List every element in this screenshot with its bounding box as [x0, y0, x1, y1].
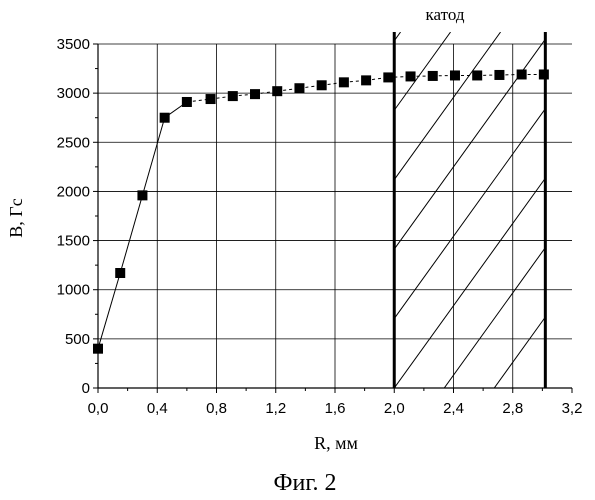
x-tick-label: 1,6 — [325, 400, 346, 417]
hatch-line — [544, 32, 595, 388]
x-axis-title: R, мм — [314, 433, 358, 453]
grid — [98, 44, 572, 388]
data-point — [115, 268, 125, 278]
x-tick-label: 2,4 — [443, 400, 464, 417]
data-point — [250, 89, 260, 99]
data-point — [539, 69, 549, 79]
data-point — [383, 72, 393, 82]
data-point — [494, 70, 504, 80]
hatch-line — [144, 32, 400, 388]
x-tick-label: 0,0 — [88, 400, 109, 417]
y-tick-label: 1000 — [57, 282, 90, 299]
data-point — [93, 344, 103, 354]
series-line-segment — [98, 273, 120, 349]
x-tick-label: 2,8 — [502, 400, 523, 417]
y-axis-title: B, Гс — [6, 198, 26, 237]
data-point — [206, 94, 216, 104]
x-tick-label: 2,0 — [384, 400, 405, 417]
data-point — [517, 69, 527, 79]
data-point — [361, 75, 371, 85]
hatch-line — [394, 32, 595, 388]
y-tick-label: 3500 — [57, 36, 90, 53]
data-point — [160, 113, 170, 123]
hatch-line — [244, 32, 500, 388]
y-tick-label: 2500 — [57, 134, 90, 151]
x-tick-label: 3,2 — [562, 400, 583, 417]
region-label: катод — [426, 5, 465, 24]
x-tick-label: 0,8 — [206, 400, 227, 417]
data-point — [450, 70, 460, 80]
data-series — [93, 69, 549, 353]
data-point — [182, 97, 192, 107]
y-tick-label: 0 — [82, 380, 90, 397]
data-point — [472, 70, 482, 80]
axes — [93, 44, 572, 393]
data-point — [428, 71, 438, 81]
y-tick-label: 1500 — [57, 233, 90, 250]
y-tick-label: 500 — [65, 331, 90, 348]
figure-caption: Фиг. 2 — [274, 470, 337, 496]
series-line-segment — [120, 195, 142, 273]
data-point — [294, 83, 304, 93]
hatch-line — [344, 32, 595, 388]
y-tick-label: 3000 — [57, 85, 90, 102]
hatch-line — [94, 32, 350, 388]
y-tick-label: 2000 — [57, 183, 90, 200]
hatch-line — [294, 32, 550, 388]
hatch-line — [444, 32, 595, 388]
x-tick-label: 0,4 — [147, 400, 168, 417]
data-point — [272, 86, 282, 96]
x-tick-label: 1,2 — [265, 400, 286, 417]
series-line-segment — [142, 118, 164, 196]
data-point — [406, 71, 416, 81]
data-point — [339, 77, 349, 87]
data-point — [317, 80, 327, 90]
data-point — [228, 91, 238, 101]
data-point — [137, 190, 147, 200]
